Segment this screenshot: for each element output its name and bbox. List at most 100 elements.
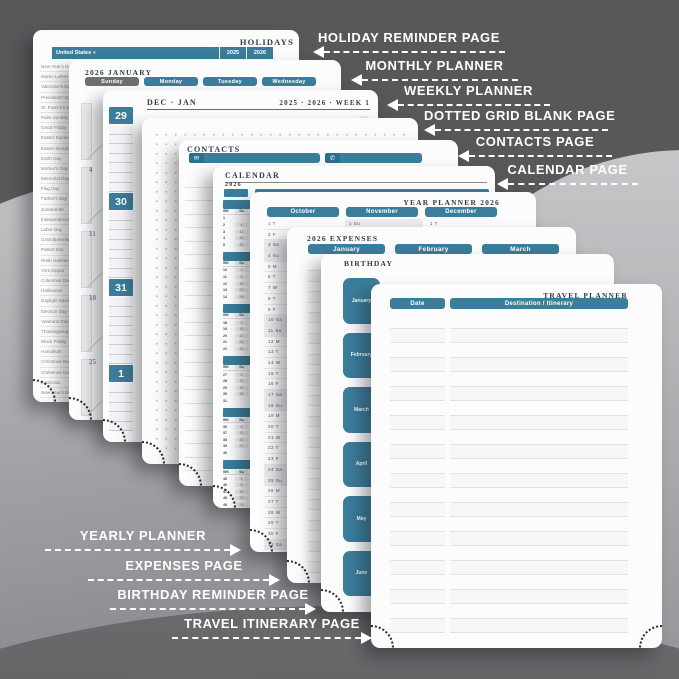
week-number: 5 [223, 242, 225, 247]
travel-destination-cell [450, 488, 628, 503]
week-number: 30 [223, 392, 227, 397]
dashed-line [172, 637, 361, 639]
travel-destination-cell [450, 459, 628, 474]
travel-destination-cell [450, 444, 628, 459]
expenses-month-buttons: January February March [308, 244, 559, 254]
wk-label: WK [223, 261, 229, 266]
week-slot [109, 230, 133, 240]
dashed-line [435, 129, 608, 131]
week-number: 21 [223, 340, 227, 345]
travel-row [390, 546, 628, 561]
corner-perforation-arc [321, 589, 344, 612]
travel-destination-cell [450, 357, 628, 372]
envelope-icon: ✉ [189, 153, 204, 163]
travel-row [390, 415, 628, 430]
date-number: 18 [89, 294, 96, 302]
mini-month-week-row: 1 [223, 215, 343, 222]
chevron-down-icon: ▾ [93, 50, 96, 56]
mini-month-week-row: 4 18 [223, 235, 343, 242]
day-label: Su [235, 261, 248, 266]
travel-row [390, 459, 628, 474]
week-slot [109, 220, 133, 231]
travel-row [390, 357, 628, 372]
travel-table-header: Date Destination / Itinerary [390, 298, 628, 309]
sunday-date: 25 [235, 242, 248, 247]
week-number: 40 [223, 451, 227, 456]
week-number: 13 [223, 288, 227, 293]
travel-date-cell [390, 604, 445, 619]
destination-column-header: Destination / Itinerary [450, 298, 628, 309]
travel-row [390, 430, 628, 445]
travel-rows [390, 314, 628, 633]
arrow-right-icon [361, 632, 372, 644]
week-number: 12 [223, 281, 227, 286]
date-column-header: Date [390, 298, 445, 309]
travel-row [390, 517, 628, 532]
weekday-header: Tuesday [203, 77, 257, 86]
travel-row [390, 502, 628, 517]
day-label: Su [235, 365, 248, 370]
callout-dotted-grid-blank-page: DOTTED GRID BLANK PAGE [424, 108, 615, 136]
travel-destination-cell [450, 401, 628, 416]
sunday-date: 29 [235, 503, 248, 508]
callout-yearly-planner: YEARLY PLANNER [45, 528, 241, 556]
week-slot [109, 144, 133, 154]
week-slot [109, 412, 133, 422]
year-month-buttons: October November December [267, 207, 497, 217]
arrow-left-icon [351, 74, 362, 86]
sunday-date: 19 [235, 385, 248, 390]
mini-month-week-row: 21 24 [223, 339, 343, 346]
callout-calendar-page: CALENDAR PAGE [497, 162, 638, 190]
week-slot [109, 402, 133, 413]
week-number: 3 [223, 229, 225, 234]
country-select: United States [56, 50, 92, 56]
travel-row [390, 473, 628, 488]
week-slot [109, 335, 133, 346]
contacts-header-bar-right: ✆ [325, 153, 422, 163]
wk-label: WK [223, 469, 229, 474]
dashed-line [398, 104, 550, 106]
travel-destination-cell [450, 386, 628, 401]
callout-text: CALENDAR PAGE [507, 162, 628, 177]
week-number: 46 [223, 483, 227, 488]
week-slot [109, 163, 133, 173]
week-slot [109, 393, 133, 403]
sunday-date: 26 [235, 392, 248, 397]
mini-month-week-row: 10 1 [223, 267, 343, 274]
weekday-header: Sunday [85, 77, 139, 86]
arrow-left-icon [458, 150, 469, 162]
sunday-date: 8 [235, 483, 248, 488]
sunday-date: 1 [235, 268, 248, 273]
week-number: 4 [223, 236, 225, 241]
travel-date-cell [390, 357, 445, 372]
callout-text: CONTACTS PAGE [475, 134, 595, 149]
travel-date-cell [390, 386, 445, 401]
year-column-2026: 2026 [246, 47, 273, 59]
callout-weekly-planner: WEEKLY PLANNER [387, 83, 550, 111]
travel-destination-cell [450, 531, 628, 546]
weekday-header-row: Sunday Monday Tuesday Wednesday [85, 77, 316, 86]
contacts-header-bar-left: ✉ [189, 153, 320, 163]
travel-row [390, 560, 628, 575]
week-number: 37 [223, 431, 227, 436]
sunday-date: 31 [235, 346, 248, 351]
arrow-right-icon [305, 603, 316, 615]
sunday-date: 17 [235, 333, 248, 338]
week-slot [109, 259, 133, 269]
wk-label: WK [223, 313, 229, 318]
sunday-date: 5 [235, 372, 248, 377]
arrow-left-icon [497, 178, 508, 190]
weekly-subtitle: 2026 [359, 115, 368, 120]
travel-date-cell [390, 415, 445, 430]
mini-month-week-row: 39 27 [223, 443, 343, 450]
travel-row [390, 589, 628, 604]
calendar-accent-tab [224, 189, 248, 197]
week-slot [109, 316, 133, 327]
mini-month-week-row: 37 13 [223, 430, 343, 437]
mini-month-week-row: 28 12 [223, 378, 343, 385]
dashed-line [324, 51, 505, 53]
travel-date-cell [390, 546, 445, 561]
sunday-date: 22 [235, 288, 248, 293]
